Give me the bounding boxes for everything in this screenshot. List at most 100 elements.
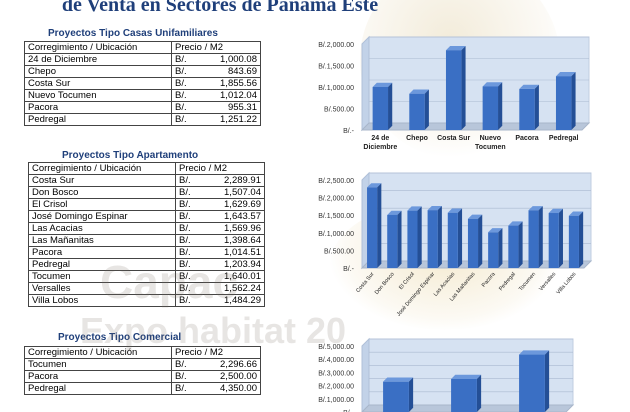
- table-row: Costa Sur B/. 1,855.56: [24, 77, 261, 90]
- currency-cell: B/.: [170, 370, 193, 383]
- price-cell: 1,014.51: [196, 246, 265, 259]
- x-tick-label: Don Bosco: [374, 271, 396, 295]
- currency-cell: B/.: [174, 198, 197, 211]
- x-tick-label: Costa Sur: [437, 135, 470, 142]
- y-tick-label: B/.2,000.00: [318, 196, 354, 203]
- location-cell: José Domingo Espinar: [28, 210, 176, 223]
- bar-top: [387, 210, 402, 215]
- bar-top: [568, 211, 584, 216]
- comercial-table: Corregimiento / Ubicación Precio / M2 To…: [24, 346, 261, 395]
- x-tick-label: Nuevo: [480, 135, 501, 142]
- table-row: Pedregal B/. 1,203.94: [28, 258, 265, 271]
- bar: [568, 215, 579, 268]
- currency-cell: B/.: [170, 358, 193, 371]
- y-tick-label: B/.2,000.00: [318, 384, 354, 391]
- bar: [482, 86, 499, 130]
- bar-top: [427, 205, 442, 211]
- table-row: Pedregal B/. 1,251.22: [24, 113, 261, 126]
- bar-side: [437, 205, 442, 268]
- comercial-heading: Proyectos Tipo Comercial: [58, 332, 182, 343]
- currency-cell: B/.: [174, 174, 197, 187]
- bar: [555, 76, 572, 130]
- x-tick-label: Pacora: [515, 135, 538, 142]
- page-title: de Venta en Sectores de Panamá Este: [61, 0, 379, 16]
- y-tick-label: B/.-: [343, 128, 355, 135]
- location-cell: Pedregal: [24, 382, 172, 395]
- location-cell: Tocumen: [24, 358, 172, 371]
- bar-top: [488, 228, 503, 233]
- price-cell: 1,569.96: [196, 222, 265, 235]
- bar-side: [408, 377, 414, 412]
- bar: [519, 88, 535, 130]
- currency-cell: B/.: [170, 113, 193, 126]
- apartamento-table: Corregimiento / Ubicación Precio / M2 Co…: [28, 162, 265, 307]
- location-cell: Pedregal: [24, 113, 172, 126]
- comercial-bar-chart: B/.-B/.1,000.00B/.2,000.00B/.3,000.00B/.…: [318, 337, 575, 412]
- bar-top: [372, 82, 393, 87]
- bar-side: [457, 208, 463, 268]
- location-cell: Las Mañanitas: [28, 234, 176, 247]
- x-tick-label: José Domingo Espinar: [396, 271, 436, 317]
- bar-side: [534, 84, 539, 130]
- location-cell: Pedregal: [28, 258, 176, 271]
- table-row: Pacora B/. 2,500.00: [24, 370, 261, 383]
- bar-side: [377, 183, 382, 268]
- location-cell: Chepo: [24, 65, 172, 78]
- price-cell: 1,855.56: [192, 77, 261, 90]
- y-tick-label: B/.3,000.00: [318, 370, 354, 377]
- bar-top: [508, 221, 523, 226]
- x-tick-label: Pedregal: [498, 271, 517, 292]
- bar-side: [478, 214, 483, 268]
- casas-bar-chart: B/.- B/.500.00 B/.1,000.00 B/.1,500.00 B/.2,…: [318, 35, 591, 151]
- location-cell: Pacora: [24, 101, 172, 114]
- column-header: Precio / M2: [175, 162, 265, 175]
- table-row: Don Bosco B/. 1,507.04: [28, 186, 265, 199]
- bar: [447, 212, 458, 268]
- price-cell: 1,562.24: [196, 282, 265, 295]
- location-cell: Pacora: [24, 370, 172, 383]
- currency-cell: B/.: [170, 77, 193, 90]
- table-row: Versalles B/. 1,562.24: [28, 282, 265, 295]
- location-cell: Tocumen: [28, 270, 176, 283]
- bar-side: [538, 206, 543, 268]
- bar-top: [383, 377, 414, 382]
- location-cell: Nuevo Tocumen: [24, 89, 172, 102]
- y-tick-label: B/.500.00: [324, 248, 354, 255]
- bar: [427, 210, 438, 268]
- y-tick-label: B/.1,500.00: [318, 64, 354, 71]
- bar-side: [498, 228, 503, 268]
- column-header: Corregimiento / Ubicación: [24, 41, 172, 54]
- bar-side: [424, 89, 429, 130]
- location-cell: Pacora: [28, 246, 176, 259]
- bar: [445, 50, 462, 130]
- price-cell: 2,289.91: [196, 174, 265, 187]
- price-cell: 2,296.66: [192, 358, 261, 371]
- plot-sidewall: [361, 337, 370, 412]
- currency-cell: B/.: [170, 101, 193, 114]
- x-tick-label: Versalles: [538, 271, 557, 292]
- x-tick-label: 24 de: [371, 135, 389, 142]
- location-cell: Costa Sur: [24, 77, 172, 90]
- bar-side: [397, 210, 402, 268]
- bar: [383, 381, 409, 412]
- column-header: Precio / M2: [171, 41, 261, 54]
- price-cell: 4,350.00: [192, 382, 261, 395]
- bar: [488, 232, 499, 268]
- currency-cell: B/.: [174, 186, 197, 199]
- location-cell: Versalles: [28, 282, 176, 295]
- bar-top: [555, 71, 576, 77]
- bar-top: [409, 89, 429, 94]
- column-header: Precio / M2: [171, 346, 261, 359]
- bar-top: [445, 46, 466, 51]
- bar: [367, 187, 378, 268]
- bar: [548, 213, 559, 268]
- bar-top: [519, 350, 550, 355]
- location-cell: 24 de Diciembre: [24, 53, 172, 66]
- bar-top: [528, 206, 543, 211]
- bar: [409, 93, 425, 130]
- x-tick-label: Costa Sur: [355, 271, 375, 294]
- table-row: Pacora B/. 1,014.51: [28, 246, 265, 259]
- price-cell: 2,500.00: [192, 370, 261, 383]
- price-cell: 1,012.04: [192, 89, 261, 102]
- y-tick-label: B/.1,000.00: [318, 397, 354, 404]
